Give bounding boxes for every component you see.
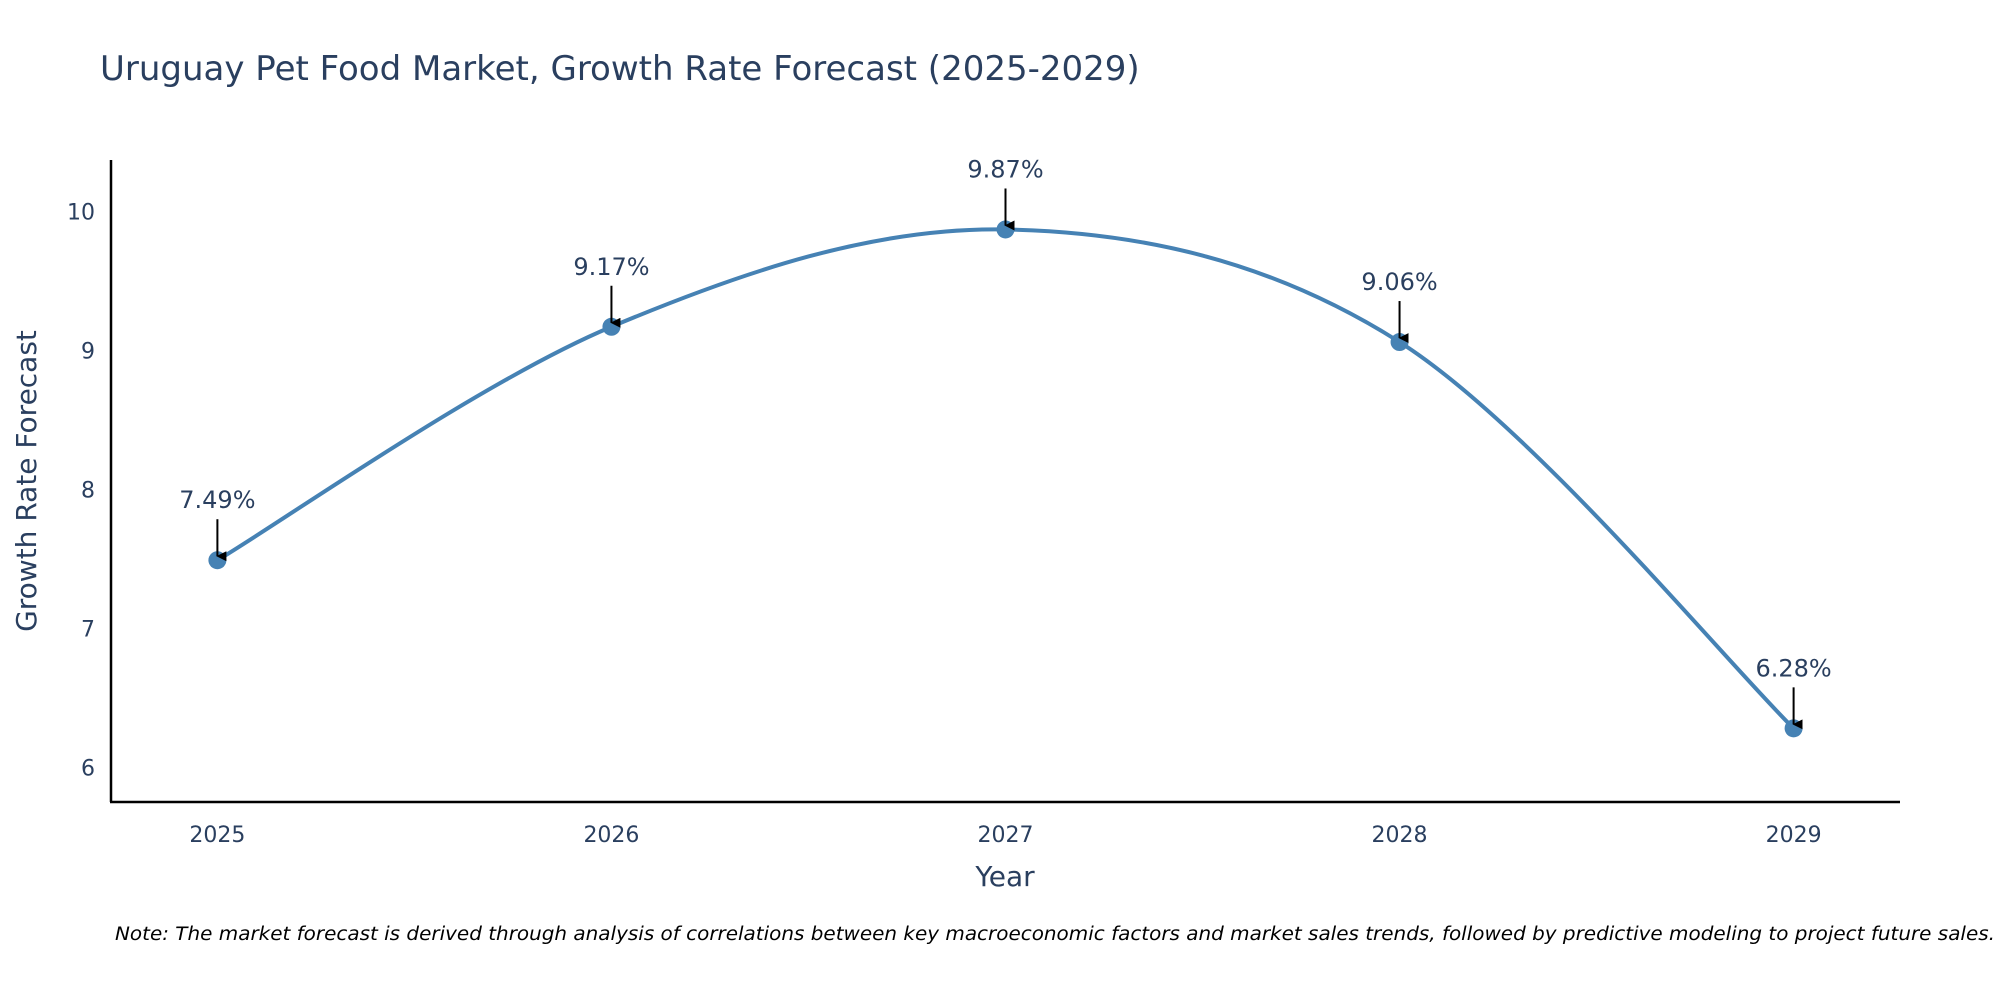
y-tick-label: 10 <box>67 200 95 225</box>
data-label: 6.28% <box>1755 654 1831 682</box>
y-tick-label: 6 <box>81 756 95 781</box>
data-label: 9.06% <box>1361 268 1437 296</box>
annotation-group: 7.49% 9.17% 9.87% 9.06% 6.28% <box>179 155 1832 730</box>
x-tick-label: 2026 <box>583 823 639 848</box>
y-tick-label: 9 <box>81 339 95 364</box>
series-line <box>216 227 1796 730</box>
chart-title: Uruguay Pet Food Market, Growth Rate For… <box>100 49 1140 89</box>
x-tick-label: 2029 <box>1766 823 1822 848</box>
chart-note: Note: The market forecast is derived thr… <box>115 924 1995 945</box>
data-label: 7.49% <box>179 486 255 514</box>
y-tick-group: 6 7 8 9 10 <box>67 200 95 781</box>
x-tick-group: 2025 2026 2027 2028 2029 <box>189 823 1821 848</box>
x-tick-label: 2027 <box>978 823 1034 848</box>
y-tick-label: 7 <box>81 617 95 642</box>
x-tick-label: 2025 <box>189 823 245 848</box>
data-label: 9.87% <box>967 155 1043 183</box>
x-tick-label: 2028 <box>1372 823 1428 848</box>
y-tick-label: 8 <box>81 478 95 503</box>
y-axis-title: Growth Rate Forecast <box>10 330 43 632</box>
x-axis-title: Year <box>974 860 1035 893</box>
data-label: 9.17% <box>573 253 649 281</box>
marker-group <box>208 220 1803 738</box>
plot-area: 6 7 8 9 10 2025 2026 2027 2028 2029 7.49% 9.17% 9.… <box>67 155 1900 848</box>
